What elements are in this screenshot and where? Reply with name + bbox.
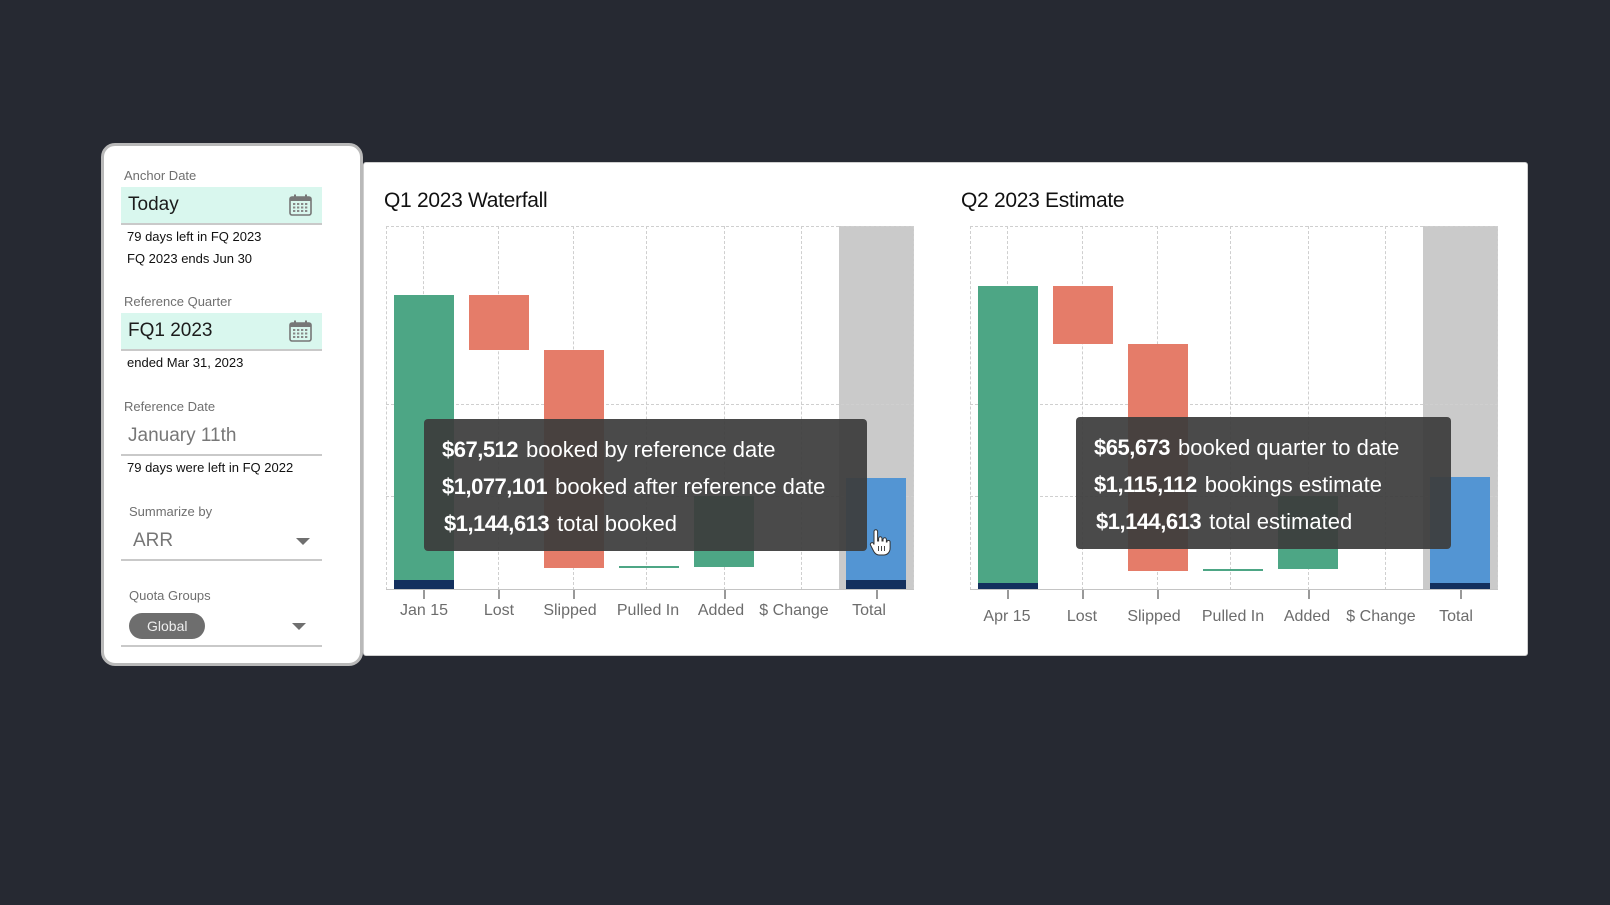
tooltip-row: $1,144,613 total booked <box>442 505 849 542</box>
reference-quarter-value: FQ1 2023 <box>128 320 213 341</box>
x-axis <box>970 589 1498 590</box>
bar-baseline <box>978 583 1038 590</box>
x-label: Slipped <box>543 602 597 619</box>
gridline <box>1385 226 1386 590</box>
gridline <box>1082 226 1083 590</box>
x-tick <box>1082 590 1084 599</box>
tooltip-value: $65,673 <box>1094 435 1171 460</box>
gridline <box>1308 226 1309 590</box>
chevron-down-icon[interactable] <box>292 622 306 630</box>
chart-title-q2: Q2 2023 Estimate <box>961 189 1125 212</box>
charts-panel: Q1 2023 Waterfall Jan 15 Lost Slipped Pu… <box>363 162 1528 656</box>
anchor-date-field: Anchor Date Today 79 days left in FQ 202… <box>121 168 322 271</box>
reference-date-hint: 79 days were left in FQ 2022 <box>127 460 294 475</box>
quota-groups-select[interactable]: Global <box>121 607 322 647</box>
tooltip-row: $67,512 booked by reference date <box>442 431 849 468</box>
tooltip-text: total booked <box>557 511 677 536</box>
bar-pulled-in[interactable] <box>619 566 679 568</box>
x-label: Total <box>852 602 886 619</box>
reference-quarter-field: Reference Quarter FQ1 2023 ended Mar 31,… <box>121 294 322 375</box>
calendar-icon[interactable] <box>289 320 312 342</box>
x-label: $ Change <box>1346 608 1416 625</box>
tooltip-text: booked after reference date <box>555 474 826 499</box>
tooltip-text: bookings estimate <box>1204 472 1383 497</box>
bar-start[interactable] <box>978 286 1038 584</box>
x-label: Jan 15 <box>399 602 449 619</box>
tooltip-row: $65,673 booked quarter to date <box>1094 429 1433 466</box>
gridline <box>646 226 647 590</box>
gridline <box>801 226 802 590</box>
tooltip-row: $1,144,613 total estimated <box>1094 503 1433 540</box>
gridline <box>386 404 914 405</box>
bar-pulled-in[interactable] <box>1203 569 1263 571</box>
x-label: Pulled In <box>616 602 680 619</box>
tooltip-value: $1,077,101 <box>442 474 548 499</box>
summarize-by-field: Summarize by ARR <box>121 504 322 561</box>
reference-date-field: Reference Date January 11th 79 days were… <box>121 399 322 480</box>
bar-lost[interactable] <box>1053 286 1113 344</box>
x-label: Slipped <box>1127 608 1181 625</box>
reference-date-input[interactable]: January 11th <box>121 418 322 456</box>
q1-tooltip: $67,512 booked by reference date $1,077,1… <box>424 419 867 551</box>
x-label: Added <box>697 602 745 619</box>
bar-total-baseline <box>1430 583 1490 590</box>
quota-groups-field: Quota Groups Global <box>121 588 322 647</box>
anchor-date-input[interactable]: Today <box>121 187 322 225</box>
tooltip-value: $1,144,613 <box>1096 509 1202 534</box>
x-label: Added <box>1283 608 1331 625</box>
x-tick <box>724 590 726 599</box>
tooltip-row: $1,115,112 bookings estimate <box>1094 466 1433 503</box>
x-tick <box>498 590 500 599</box>
x-tick <box>1157 590 1159 599</box>
tooltip-row: $1,077,101 booked after reference date <box>442 468 849 505</box>
chart-title-q1: Q1 2023 Waterfall <box>384 189 548 212</box>
q2-estimate-plot: Apr 15 Lost Slipped Pulled In Added $ Ch… <box>970 226 1498 625</box>
q2-tooltip: $65,673 booked quarter to date $1,115,112… <box>1076 417 1451 549</box>
x-tick <box>573 590 575 599</box>
reference-quarter-input[interactable]: FQ1 2023 <box>121 313 322 351</box>
anchor-date-hint-quarter-end: FQ 2023 ends Jun 30 <box>127 251 253 266</box>
reference-quarter-hint: ended Mar 31, 2023 <box>127 355 244 370</box>
gridline <box>1230 226 1231 590</box>
bar-lost[interactable] <box>469 295 529 350</box>
x-tick <box>1007 590 1009 599</box>
tooltip-value: $67,512 <box>442 437 519 462</box>
gridline <box>724 226 725 590</box>
hand-pointer-cursor-icon <box>869 529 891 557</box>
x-tick <box>876 590 878 599</box>
x-label: Pulled In <box>1201 608 1265 625</box>
quota-group-chip[interactable]: Global <box>129 613 206 639</box>
x-tick <box>423 590 425 599</box>
quota-groups-label: Quota Groups <box>129 588 211 603</box>
anchor-date-value: Today <box>128 194 179 215</box>
summarize-by-value: ARR <box>133 530 174 551</box>
anchor-date-hint-days-left: 79 days left in FQ 2023 <box>127 229 262 244</box>
filter-panel: Anchor Date Today 79 days left in FQ 202… <box>101 143 363 666</box>
calendar-icon[interactable] <box>289 194 312 216</box>
tooltip-text: booked by reference date <box>526 437 776 462</box>
x-tick <box>1308 590 1310 599</box>
summarize-by-label: Summarize by <box>129 504 213 519</box>
tooltip-text: booked quarter to date <box>1178 435 1400 460</box>
x-axis <box>386 589 914 590</box>
summarize-by-select[interactable]: ARR <box>121 523 322 561</box>
reference-date-value: January 11th <box>128 425 237 446</box>
x-tick <box>1460 590 1462 599</box>
reference-date-label: Reference Date <box>124 399 216 414</box>
gridline <box>970 404 1498 405</box>
gridline <box>498 226 499 590</box>
chevron-down-icon[interactable] <box>296 537 310 545</box>
tooltip-value: $1,144,613 <box>444 511 550 536</box>
anchor-date-label: Anchor Date <box>124 168 197 183</box>
x-label: Lost <box>483 602 515 619</box>
x-label: $ Change <box>759 602 829 619</box>
tooltip-text: total estimated <box>1209 509 1353 534</box>
x-label: Apr 15 <box>983 608 1031 625</box>
bar-total-baseline <box>846 580 906 590</box>
reference-quarter-label: Reference Quarter <box>124 294 232 309</box>
x-label: Lost <box>1066 608 1098 625</box>
x-label: Total <box>1439 608 1473 625</box>
bar-baseline <box>394 580 454 590</box>
tooltip-value: $1,115,112 <box>1094 472 1197 497</box>
